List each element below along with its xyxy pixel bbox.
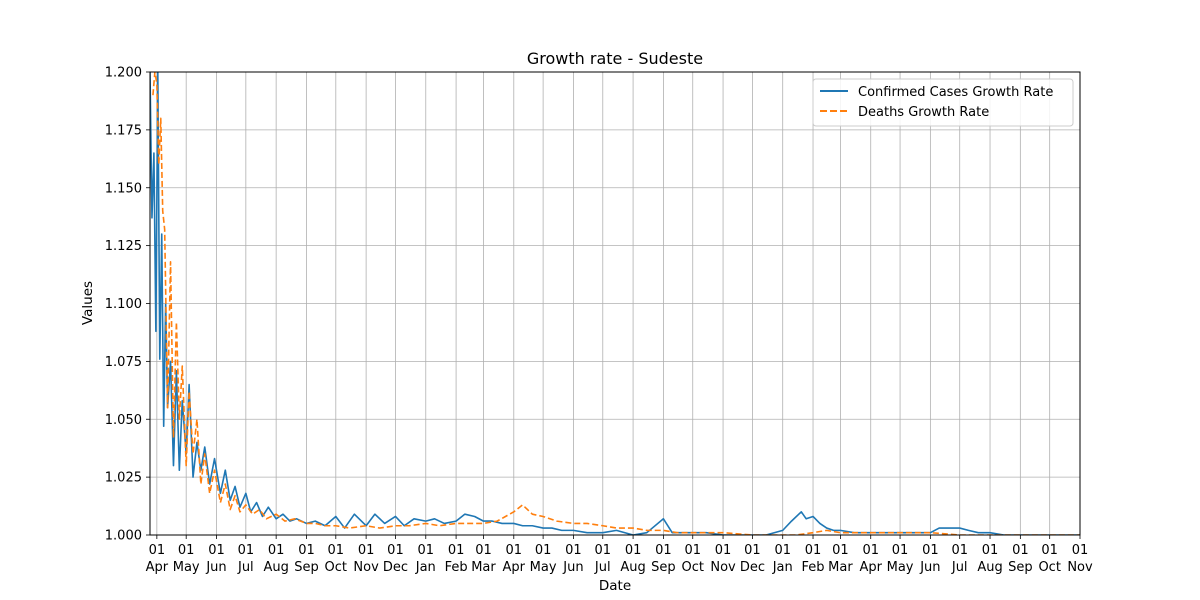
x-tick-day-9: 01 bbox=[417, 543, 434, 558]
y-tick-label-5: 1.125 bbox=[105, 239, 142, 254]
x-tick-month-6: Oct bbox=[325, 560, 347, 575]
x-tick-month-26: Jun bbox=[919, 560, 940, 575]
x-tick-month-13: May bbox=[530, 560, 557, 575]
x-tick-month-9: Jan bbox=[415, 560, 436, 575]
x-tick-month-20: Dec bbox=[740, 560, 765, 575]
x-tick-day-29: 01 bbox=[1012, 543, 1029, 558]
x-tick-day-14: 01 bbox=[565, 543, 582, 558]
y-tick-label-8: 1.200 bbox=[105, 66, 142, 81]
x-tick-month-15: Jul bbox=[594, 560, 611, 575]
x-tick-day-4: 01 bbox=[268, 543, 285, 558]
x-axis-title: Date bbox=[599, 578, 631, 594]
x-tick-month-8: Dec bbox=[383, 560, 408, 575]
x-tick-month-31: Nov bbox=[1067, 560, 1093, 575]
x-tick-month-2: Jun bbox=[205, 560, 226, 575]
x-tick-day-19: 01 bbox=[715, 543, 732, 558]
y-tick-label-0: 1.000 bbox=[105, 529, 142, 544]
x-tick-month-5: Sep bbox=[294, 560, 319, 575]
y-tick-label-7: 1.175 bbox=[105, 123, 142, 138]
legend-label-confirmed: Confirmed Cases Growth Rate bbox=[858, 85, 1053, 100]
x-tick-day-8: 01 bbox=[387, 543, 404, 558]
x-tick-day-10: 01 bbox=[448, 543, 465, 558]
x-tick-day-20: 01 bbox=[744, 543, 761, 558]
x-tick-day-6: 01 bbox=[328, 543, 345, 558]
x-tick-month-30: Oct bbox=[1038, 560, 1060, 575]
x-tick-month-10: Feb bbox=[445, 560, 468, 575]
confirmed-cases-series-line bbox=[150, 72, 1080, 535]
x-tick-day-1: 01 bbox=[178, 543, 195, 558]
x-tick-day-0: 01 bbox=[149, 543, 166, 558]
x-tick-month-24: Apr bbox=[859, 560, 882, 575]
x-tick-month-14: Jun bbox=[562, 560, 583, 575]
x-tick-day-11: 01 bbox=[475, 543, 492, 558]
legend-box bbox=[812, 78, 1074, 127]
x-tick-month-27: Jul bbox=[951, 560, 968, 575]
x-tick-day-16: 01 bbox=[625, 543, 642, 558]
x-tick-day-21: 01 bbox=[774, 543, 791, 558]
legend: Confirmed Cases Growth Rate Deaths Growt… bbox=[812, 78, 1074, 127]
y-tick-label-1: 1.025 bbox=[105, 471, 142, 486]
chart-title: Growth rate - Sudeste bbox=[527, 49, 703, 68]
x-tick-month-19: Nov bbox=[710, 560, 736, 575]
x-tick-day-15: 01 bbox=[595, 543, 612, 558]
x-tick-month-12: Apr bbox=[503, 560, 526, 575]
x-tick-month-4: Aug bbox=[263, 560, 288, 575]
x-tick-month-7: Nov bbox=[353, 560, 379, 575]
x-tick-month-22: Feb bbox=[802, 560, 825, 575]
x-tick-day-17: 01 bbox=[655, 543, 672, 558]
y-tick-label-4: 1.100 bbox=[105, 297, 142, 312]
x-tick-month-16: Aug bbox=[620, 560, 645, 575]
x-tick-month-3: Jul bbox=[237, 560, 254, 575]
x-tick-day-13: 01 bbox=[535, 543, 552, 558]
x-tick-month-11: Mar bbox=[471, 560, 496, 575]
deaths-series-line bbox=[152, 72, 1080, 535]
x-tick-month-28: Aug bbox=[977, 560, 1002, 575]
x-tick-month-29: Sep bbox=[1008, 560, 1033, 575]
x-tick-day-5: 01 bbox=[298, 543, 315, 558]
x-tick-day-30: 01 bbox=[1041, 543, 1058, 558]
x-tick-day-12: 01 bbox=[506, 543, 523, 558]
y-tick-label-2: 1.050 bbox=[105, 413, 142, 428]
x-tick-month-1: May bbox=[173, 560, 200, 575]
x-tick-day-18: 01 bbox=[684, 543, 701, 558]
x-tick-month-23: Mar bbox=[828, 560, 853, 575]
x-tick-month-18: Oct bbox=[682, 560, 704, 575]
x-tick-day-7: 01 bbox=[358, 543, 375, 558]
x-tick-month-0: Apr bbox=[146, 560, 169, 575]
y-tick-label-6: 1.150 bbox=[105, 181, 142, 196]
x-tick-month-17: Sep bbox=[651, 560, 676, 575]
x-tick-day-22: 01 bbox=[805, 543, 822, 558]
legend-label-deaths: Deaths Growth Rate bbox=[858, 105, 989, 120]
x-tick-day-28: 01 bbox=[982, 543, 999, 558]
x-tick-day-26: 01 bbox=[922, 543, 939, 558]
series-lines bbox=[150, 72, 1080, 535]
x-tick-month-21: Jan bbox=[772, 560, 793, 575]
x-tick-month-25: May bbox=[887, 560, 914, 575]
y-tick-label-3: 1.075 bbox=[105, 355, 142, 370]
x-tick-day-24: 01 bbox=[862, 543, 879, 558]
x-tick-day-23: 01 bbox=[832, 543, 849, 558]
x-tick-day-3: 01 bbox=[238, 543, 255, 558]
x-tick-day-2: 01 bbox=[208, 543, 225, 558]
axis-ticks: 1.000 1.025 1.050 1.075 1.100 1.125 1.150 1.175… bbox=[105, 66, 1093, 576]
x-tick-day-31: 01 bbox=[1072, 543, 1089, 558]
x-tick-day-25: 01 bbox=[892, 543, 909, 558]
x-tick-day-27: 01 bbox=[951, 543, 968, 558]
y-axis-title: Values bbox=[80, 281, 96, 325]
